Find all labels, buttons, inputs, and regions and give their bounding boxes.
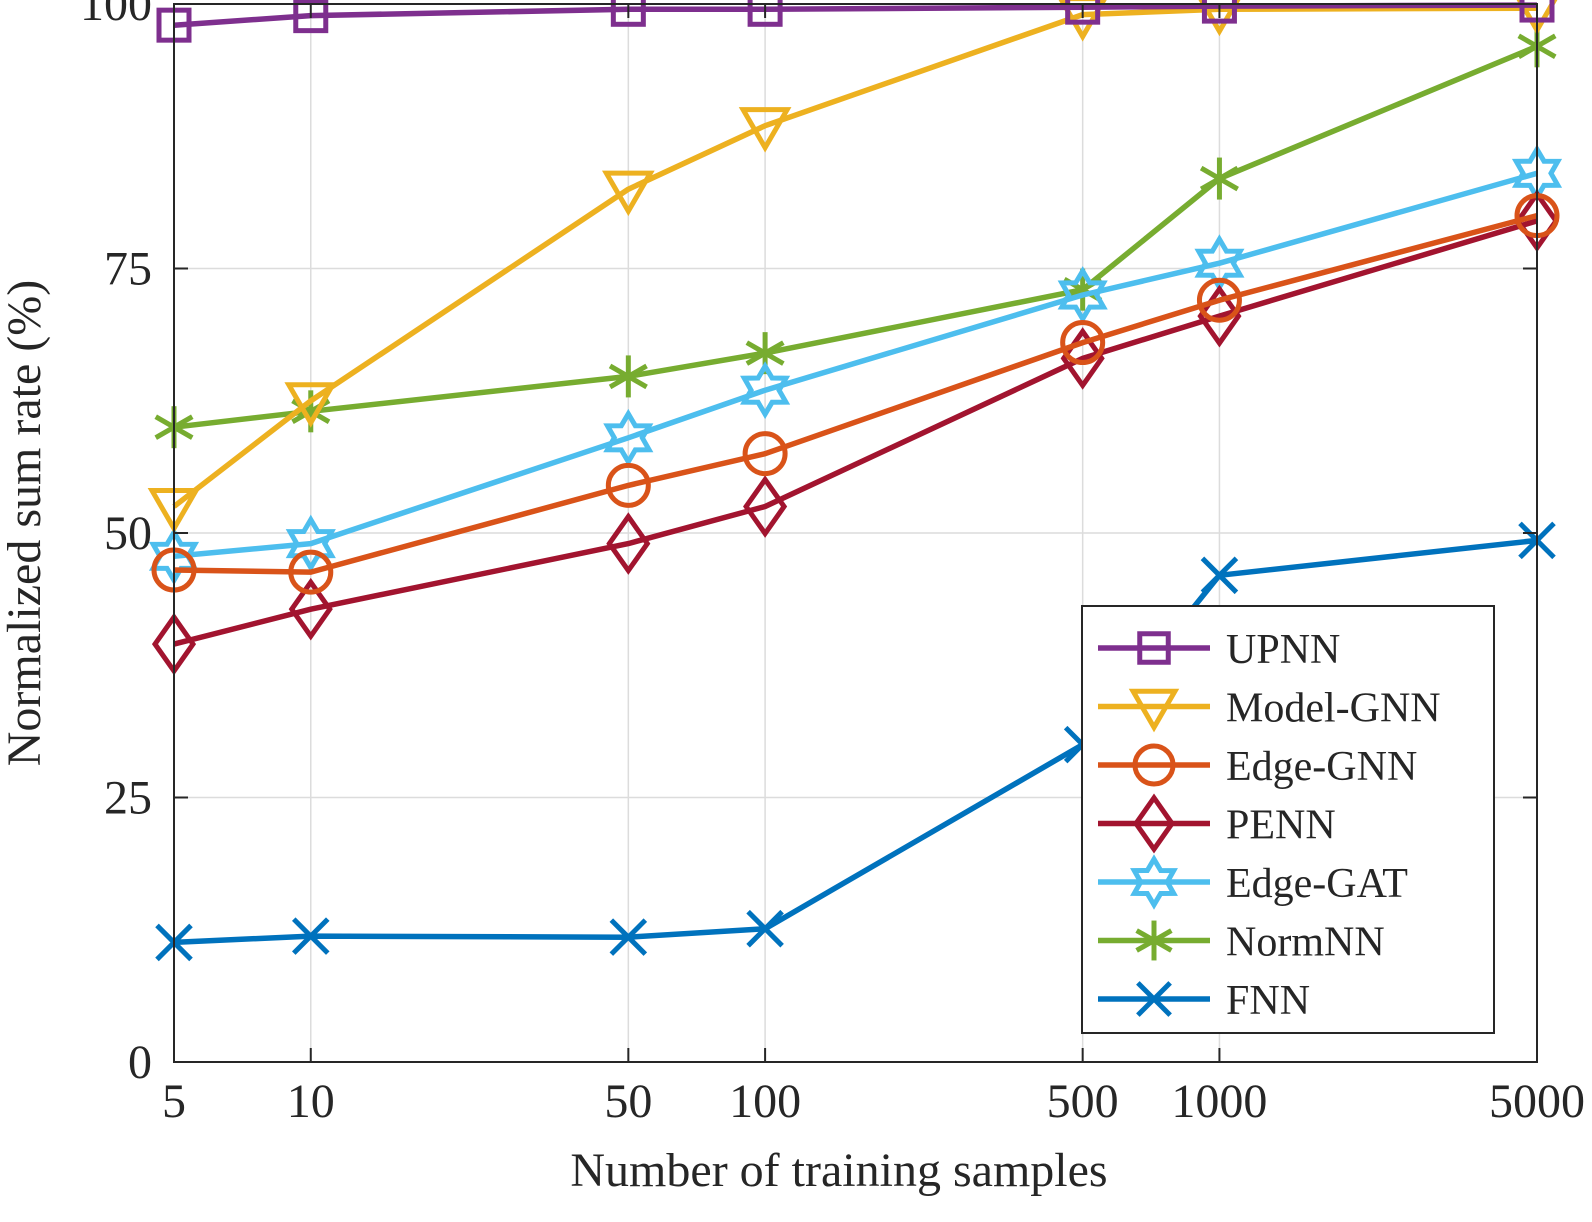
data-point-marker [601, 170, 655, 217]
data-point-marker [742, 431, 788, 477]
data-point-marker [1198, 0, 1241, 37]
marker-stroke [1136, 981, 1172, 1017]
x-tick-label: 500 [1047, 1075, 1119, 1128]
data-point-marker [610, 0, 646, 27]
marker-stroke [746, 909, 784, 948]
data-point-marker [743, 475, 788, 538]
data-point-marker [1196, 277, 1242, 323]
marker-stroke [745, 340, 785, 366]
data-point-marker [1197, 284, 1242, 348]
legend-label: FNN [1226, 978, 1310, 1024]
data-point-marker [288, 549, 334, 595]
marker-stroke [608, 363, 648, 390]
data-point-marker [1200, 556, 1239, 595]
legend-item: Edge-GNN [1098, 743, 1417, 790]
x-axis-title: Number of training samples [570, 1144, 1107, 1197]
legend: UPNN Model-GNN Edge-GNN PENN Edge-GAT NormNN F… [1081, 605, 1495, 1034]
data-point-marker [1058, 0, 1107, 42]
legend-item: NormNN [1098, 920, 1385, 966]
legend-label: Model-GNN [1226, 686, 1441, 732]
legend-label: NormNN [1226, 920, 1385, 966]
data-point-marker [605, 462, 651, 508]
data-point-marker [1201, 0, 1237, 24]
axes: 5 10 50 100 500 1000 5000 0 25 50 75 100 [80, 0, 1585, 1128]
legend-label: UPNN [1226, 627, 1340, 673]
data-point-marker [1137, 631, 1171, 665]
y-axis-title: Normalized sum rate (%) [0, 280, 51, 766]
legend-item: FNN [1098, 978, 1310, 1024]
x-tick-label: 10 [287, 1075, 335, 1128]
data-point-marker [1065, 0, 1101, 25]
legend-label: PENN [1226, 803, 1336, 849]
data-point-marker [284, 382, 338, 428]
legend-item: UPNN [1098, 627, 1340, 673]
data-point-marker [1132, 743, 1176, 787]
legend-item: PENN [1098, 793, 1336, 854]
series-line [173, 218, 1538, 647]
x-tick-label: 1000 [1171, 1075, 1267, 1128]
data-point-marker [293, 0, 329, 34]
legend-label: Edge-GNN [1226, 744, 1417, 790]
marker-stroke [609, 918, 648, 956]
data-point-marker [292, 917, 330, 955]
y-tick-label: 50 [104, 507, 152, 560]
legend-label: Edge-GAT [1226, 861, 1408, 907]
y-tick-label: 0 [128, 1036, 152, 1089]
data-point-marker [1128, 688, 1180, 733]
data-point-marker [740, 361, 791, 420]
marker-stroke [1199, 165, 1239, 192]
data-point-marker [1057, 266, 1108, 324]
data-point-marker [1130, 854, 1178, 910]
series-penn [151, 189, 1560, 676]
x-tick-label: 100 [729, 1075, 801, 1128]
marker-stroke [1200, 556, 1239, 595]
series-line [173, 212, 1538, 575]
data-point-marker [288, 577, 333, 641]
data-point-marker [1136, 981, 1172, 1017]
x-tick-label: 5000 [1489, 1075, 1585, 1128]
data-point-marker [606, 512, 651, 575]
data-point-marker [603, 408, 654, 467]
data-point-marker [747, 0, 783, 27]
y-tick-label: 100 [80, 0, 152, 31]
marker-stroke [1135, 928, 1173, 953]
grid-lines [173, 3, 1538, 1063]
data-point-marker [1132, 793, 1176, 854]
legend-item: Model-GNN [1098, 686, 1441, 733]
marker-stroke [292, 917, 330, 955]
data-point-marker [1135, 920, 1173, 961]
y-tick-label: 75 [104, 243, 152, 296]
data-point-marker [1516, 0, 1558, 36]
data-point-marker [738, 107, 792, 153]
data-point-marker [285, 514, 336, 573]
data-point-marker [608, 355, 648, 398]
x-tick-label: 5 [162, 1075, 186, 1128]
data-point-marker [1199, 157, 1239, 200]
series-line [173, 170, 1538, 560]
y-tick-label: 25 [104, 772, 152, 825]
legend-box [1081, 605, 1495, 1034]
data-point-marker [746, 909, 784, 948]
legend-item: Edge-GAT [1098, 854, 1408, 910]
x-tick-label: 50 [604, 1075, 652, 1128]
data-point-marker [609, 918, 648, 956]
data-point-marker [1060, 320, 1106, 366]
